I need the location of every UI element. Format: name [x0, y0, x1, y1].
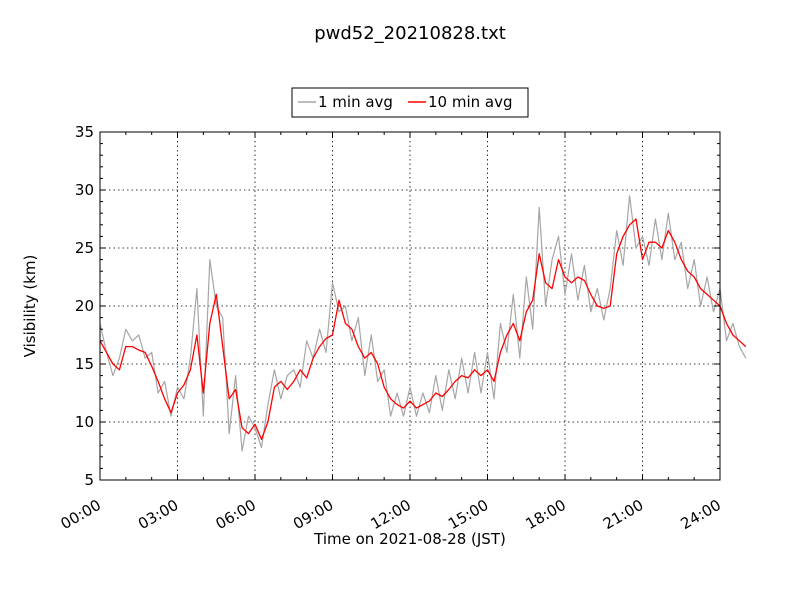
series-layer: [99, 195, 747, 452]
axis-ticks: [99, 131, 721, 481]
series-line-1min-avg: [99, 195, 747, 452]
y-tick-label: 15: [75, 355, 94, 373]
legend-label-10min: 10 min avg: [428, 93, 513, 111]
y-axis-label: Visibility (km): [21, 255, 39, 358]
legend: 1 min avg 10 min avg: [291, 87, 529, 118]
y-tick-label: 25: [75, 239, 94, 257]
x-axis-label: Time on 2021-08-28 (JST): [313, 530, 506, 548]
y-tick-label: 5: [84, 471, 94, 489]
y-tick-label: 10: [75, 413, 94, 431]
legend-label-1min: 1 min avg: [318, 93, 393, 111]
y-tick-labels: 5 10 15 20 25 30 35: [75, 123, 94, 489]
plot-area: [100, 132, 720, 480]
y-tick-label: 35: [75, 123, 94, 141]
y-tick-label: 20: [75, 297, 94, 315]
y-tick-label: 30: [75, 181, 94, 199]
series-line-10min-avg: [99, 218, 747, 441]
chart-title: pwd52_20210828.txt: [314, 23, 506, 44]
